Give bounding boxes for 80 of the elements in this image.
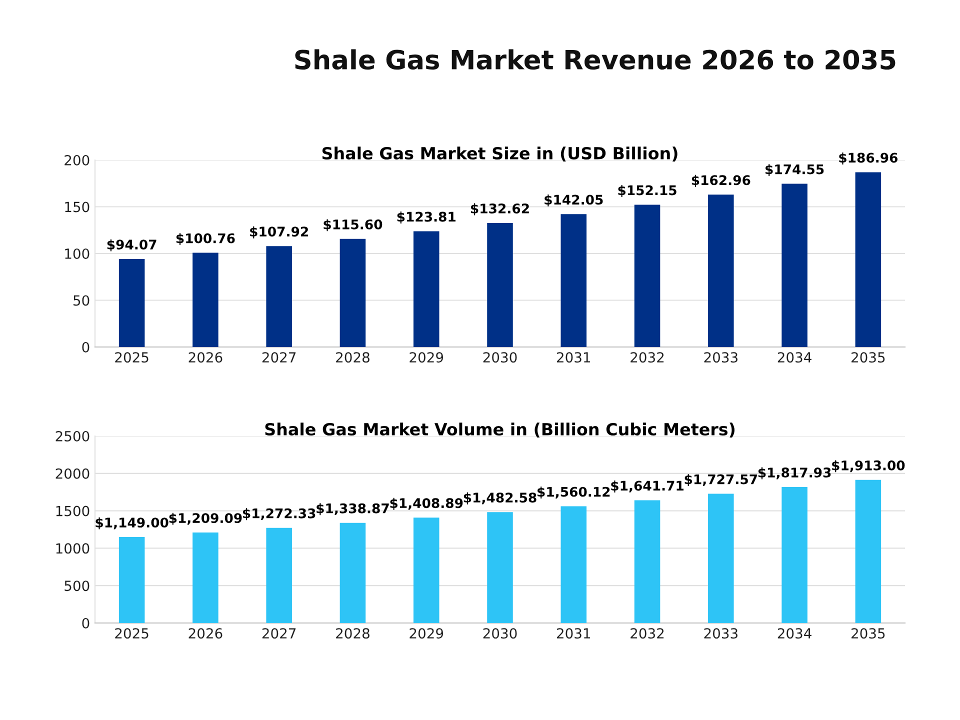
data-label: $132.62 — [470, 203, 529, 216]
x-tick-label: 2029 — [410, 352, 444, 363]
data-label: $1,209.09 — [169, 512, 242, 525]
bar — [192, 252, 218, 347]
x-tick-label: 2031 — [556, 628, 590, 639]
data-label: $1,817.93 — [758, 467, 831, 480]
x-tick-label: 2026 — [188, 352, 222, 363]
x-tick-label: 2027 — [262, 628, 296, 639]
bar — [855, 172, 882, 347]
data-label: $1,641.71 — [611, 480, 684, 492]
x-tick-label: 2025 — [115, 628, 148, 639]
bar — [708, 194, 734, 347]
x-tick-label: 2032 — [630, 628, 664, 639]
x-tick-label: 2025 — [115, 352, 148, 363]
data-label: $162.96 — [692, 174, 750, 187]
bar — [266, 528, 292, 623]
y-tick-label: 0 — [82, 618, 90, 628]
data-label: $1,149.00 — [96, 517, 168, 530]
x-tick-label: 2028 — [336, 352, 370, 363]
bar — [634, 204, 660, 347]
y-tick-label: 1500 — [56, 506, 90, 516]
bar — [560, 214, 587, 347]
x-tick-label: 2033 — [704, 628, 738, 639]
y-tick-label: 50 — [74, 295, 90, 306]
bar — [340, 522, 366, 623]
data-label: $1,913.00 — [832, 460, 905, 472]
x-tick-label: 2033 — [704, 352, 738, 363]
bar — [560, 506, 587, 623]
y-tick-label: 0 — [82, 342, 90, 352]
data-label: $123.81 — [397, 212, 456, 224]
chart-title: Shale Gas Market Volume in (Billion Cubic Meters) — [265, 422, 734, 438]
bar — [118, 259, 145, 347]
x-tick-label: 2030 — [483, 352, 517, 363]
x-tick-label: 2029 — [410, 628, 444, 639]
y-tick-label: 2500 — [56, 430, 90, 442]
x-tick-label: 2032 — [630, 352, 664, 363]
data-label: $100.76 — [176, 233, 235, 246]
bar — [266, 246, 292, 347]
chart-title: Shale Gas Market Size in (USD Billion) — [322, 146, 678, 162]
y-tick-label: 100 — [65, 248, 90, 259]
data-label: $107.92 — [250, 226, 308, 238]
bar — [782, 184, 808, 347]
bar — [708, 494, 734, 623]
data-label: $1,272.33 — [242, 508, 316, 520]
x-tick-label: 2027 — [262, 352, 296, 363]
x-tick-label: 2034 — [778, 352, 812, 363]
data-label: $115.60 — [324, 219, 382, 232]
data-label: $94.07 — [107, 239, 156, 252]
data-label: $1,338.87 — [316, 503, 389, 516]
x-tick-label: 2031 — [556, 352, 590, 363]
data-label: $186.96 — [839, 152, 898, 164]
bar — [340, 238, 366, 347]
x-tick-label: 2028 — [336, 628, 370, 639]
data-label: $1,560.12 — [538, 486, 610, 499]
bar — [634, 500, 660, 623]
y-tick-label: 2000 — [56, 468, 90, 479]
x-tick-label: 2034 — [778, 628, 812, 639]
x-tick-label: 2030 — [483, 628, 517, 639]
y-tick-label: 200 — [64, 154, 90, 166]
data-label: $142.05 — [544, 194, 603, 206]
text: Shale Gas Market Revenue 2026 to 2035 — [295, 49, 896, 70]
x-tick-label: 2026 — [188, 628, 222, 639]
bar — [487, 512, 513, 623]
bar — [782, 487, 808, 623]
bar — [413, 518, 440, 623]
bar — [192, 532, 218, 623]
data-label: $174.55 — [766, 164, 824, 176]
bar — [855, 480, 882, 623]
y-tick-label: 500 — [64, 580, 90, 592]
data-label: $1,727.57 — [684, 474, 758, 486]
x-tick-label: 2035 — [852, 628, 885, 639]
bar — [487, 223, 513, 347]
data-label: $1,482.58 — [464, 492, 536, 504]
data-label: $1,408.89 — [390, 498, 463, 510]
bar — [118, 537, 145, 623]
y-tick-label: 150 — [65, 202, 90, 212]
y-tick-label: 1000 — [56, 543, 90, 554]
x-tick-label: 2035 — [852, 352, 885, 363]
data-label: $152.15 — [618, 185, 676, 197]
bar — [413, 231, 440, 347]
